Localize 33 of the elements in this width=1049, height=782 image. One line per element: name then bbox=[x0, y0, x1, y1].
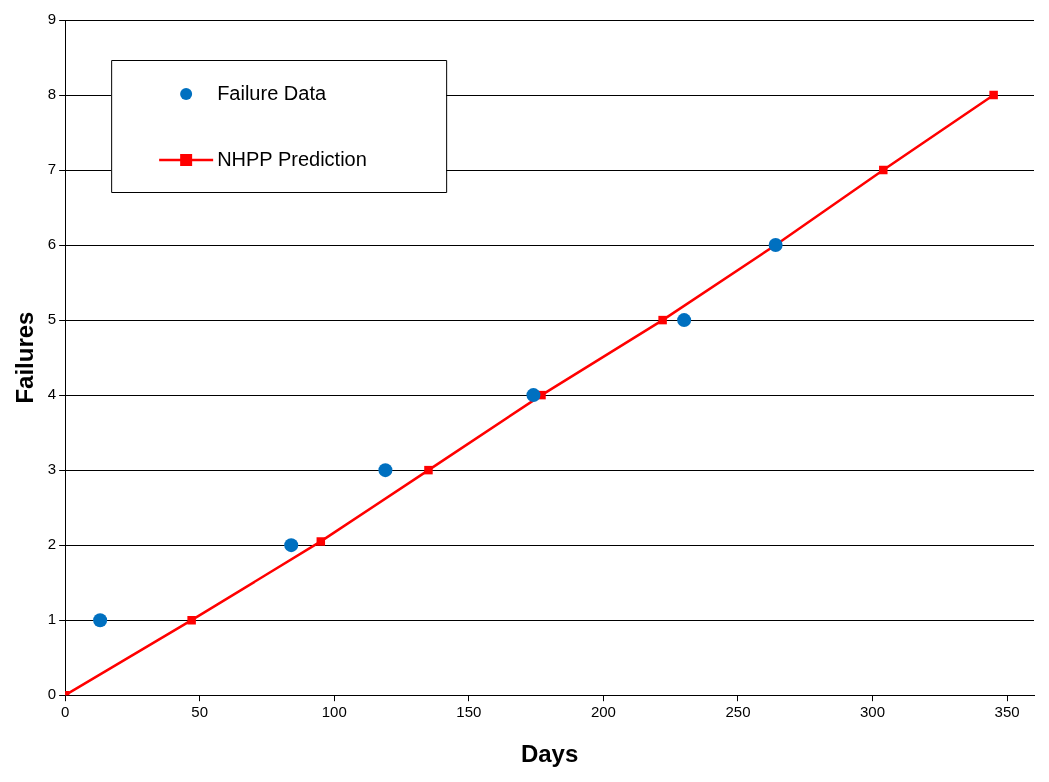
x-tick-label: 150 bbox=[456, 703, 482, 721]
x-tick-label: 300 bbox=[860, 703, 886, 721]
y-tick-label: 1 bbox=[47, 610, 57, 628]
y-tick-label: 0 bbox=[47, 685, 57, 703]
x-tick-label: 350 bbox=[994, 703, 1020, 721]
point bbox=[316, 537, 326, 546]
point bbox=[378, 463, 393, 478]
y-tick-label: 6 bbox=[47, 235, 57, 253]
y-tick-label: 8 bbox=[47, 85, 57, 103]
point bbox=[989, 90, 998, 100]
point bbox=[879, 165, 888, 175]
point bbox=[658, 315, 667, 325]
x-axis-title: Days bbox=[520, 740, 579, 768]
x-tick-label: 200 bbox=[590, 703, 616, 721]
x-tick-label: 0 bbox=[60, 703, 70, 721]
x-tick-label: 100 bbox=[321, 703, 347, 721]
y-tick-label: 4 bbox=[47, 385, 57, 403]
point bbox=[677, 313, 692, 328]
x-tick-label: 50 bbox=[191, 703, 209, 721]
y-tick-label: 7 bbox=[47, 160, 57, 178]
point bbox=[526, 388, 541, 403]
y-tick-label: 2 bbox=[47, 535, 57, 553]
y-tick-label: 5 bbox=[47, 310, 57, 328]
x-tick-label: 250 bbox=[725, 703, 751, 721]
point bbox=[93, 613, 108, 628]
point bbox=[284, 538, 299, 553]
legend-label: NHPP Prediction bbox=[217, 147, 367, 170]
point bbox=[187, 615, 196, 625]
point bbox=[424, 465, 433, 475]
y-tick-label: 3 bbox=[47, 460, 57, 478]
y-axis-title: Failures bbox=[11, 311, 39, 404]
legend-label: Failure Data bbox=[217, 81, 327, 104]
y-tick-label: 9 bbox=[47, 10, 57, 28]
